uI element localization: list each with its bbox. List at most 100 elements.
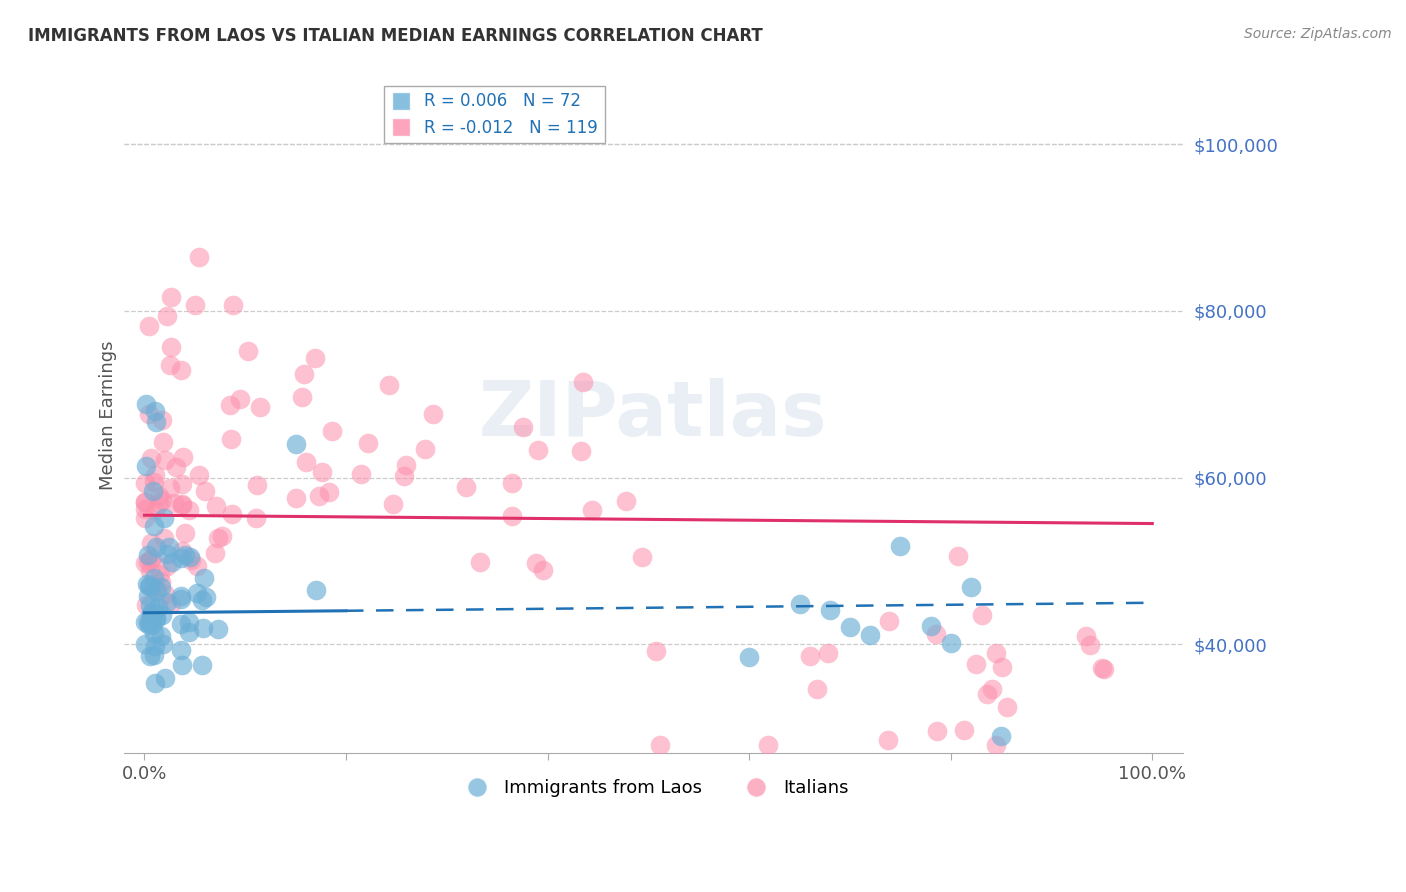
Italians — [318, 485, 340, 500]
Immigrants from Laos — [738, 650, 761, 665]
Italians — [156, 559, 179, 574]
Italians — [153, 531, 176, 545]
Immigrants from Laos — [135, 396, 157, 410]
Italians — [984, 738, 1007, 752]
Italians — [159, 290, 181, 304]
Italians — [531, 563, 554, 577]
Italians — [221, 507, 243, 521]
Italians — [156, 309, 179, 323]
Italians — [245, 510, 267, 524]
Immigrants from Laos — [157, 541, 180, 555]
Italians — [134, 511, 156, 525]
Immigrants from Laos — [818, 603, 841, 617]
Immigrants from Laos — [990, 729, 1012, 743]
Italians — [569, 444, 592, 458]
Italians — [925, 627, 948, 641]
Italians — [143, 503, 166, 517]
Italians — [150, 413, 173, 427]
Italians — [806, 682, 828, 697]
Italians — [246, 478, 269, 492]
Italians — [184, 298, 207, 312]
Italians — [1074, 629, 1097, 643]
Immigrants from Laos — [138, 618, 160, 632]
Immigrants from Laos — [146, 583, 169, 598]
Immigrants from Laos — [920, 619, 942, 633]
Italians — [976, 687, 998, 701]
Immigrants from Laos — [194, 590, 217, 604]
Immigrants from Laos — [789, 597, 811, 611]
Immigrants from Laos — [141, 611, 163, 625]
Italians — [249, 400, 271, 414]
Italians — [422, 408, 444, 422]
Immigrants from Laos — [191, 592, 214, 607]
Italians — [134, 476, 156, 491]
Italians — [413, 442, 436, 456]
Italians — [163, 496, 186, 510]
Italians — [501, 509, 523, 524]
Immigrants from Laos — [145, 416, 167, 430]
Italians — [136, 555, 159, 569]
Italians — [207, 531, 229, 545]
Immigrants from Laos — [939, 636, 962, 650]
Immigrants from Laos — [143, 404, 166, 418]
Italians — [148, 497, 170, 511]
Italians — [134, 502, 156, 516]
Italians — [222, 297, 245, 311]
Immigrants from Laos — [135, 576, 157, 591]
Italians — [382, 497, 405, 511]
Immigrants from Laos — [145, 540, 167, 554]
Immigrants from Laos — [142, 519, 165, 533]
Immigrants from Laos — [143, 639, 166, 653]
Immigrants from Laos — [960, 580, 983, 594]
Y-axis label: Median Earnings: Median Earnings — [100, 341, 117, 490]
Text: ZIPatlas: ZIPatlas — [479, 378, 828, 452]
Italians — [980, 681, 1002, 696]
Italians — [524, 556, 547, 570]
Italians — [204, 546, 226, 560]
Italians — [995, 700, 1018, 714]
Immigrants from Laos — [142, 484, 165, 499]
Italians — [172, 450, 194, 464]
Immigrants from Laos — [170, 658, 193, 673]
Italians — [180, 553, 202, 567]
Italians — [645, 644, 668, 658]
Italians — [134, 495, 156, 509]
Legend: Immigrants from Laos, Italians: Immigrants from Laos, Italians — [451, 772, 856, 805]
Immigrants from Laos — [155, 671, 177, 685]
Italians — [294, 455, 316, 469]
Immigrants from Laos — [153, 511, 176, 525]
Immigrants from Laos — [143, 675, 166, 690]
Italians — [321, 424, 343, 438]
Italians — [174, 526, 197, 541]
Italians — [172, 497, 194, 511]
Italians — [194, 484, 217, 499]
Italians — [155, 587, 177, 601]
Italians — [304, 351, 326, 365]
Italians — [170, 498, 193, 512]
Italians — [377, 378, 399, 392]
Immigrants from Laos — [152, 636, 174, 650]
Immigrants from Laos — [149, 629, 172, 643]
Immigrants from Laos — [160, 556, 183, 570]
Italians — [1091, 660, 1114, 674]
Italians — [311, 465, 333, 479]
Italians — [965, 657, 987, 671]
Immigrants from Laos — [141, 615, 163, 630]
Italians — [512, 419, 534, 434]
Italians — [143, 468, 166, 483]
Immigrants from Laos — [134, 615, 156, 629]
Italians — [927, 724, 949, 739]
Italians — [179, 503, 201, 517]
Immigrants from Laos — [207, 622, 229, 636]
Text: IMMIGRANTS FROM LAOS VS ITALIAN MEDIAN EARNINGS CORRELATION CHART: IMMIGRANTS FROM LAOS VS ITALIAN MEDIAN E… — [28, 27, 763, 45]
Italians — [188, 468, 211, 483]
Italians — [165, 460, 187, 475]
Italians — [155, 453, 177, 467]
Italians — [160, 340, 183, 354]
Italians — [395, 458, 418, 472]
Immigrants from Laos — [186, 586, 208, 600]
Immigrants from Laos — [141, 618, 163, 632]
Immigrants from Laos — [142, 648, 165, 663]
Italians — [141, 550, 163, 565]
Italians — [1078, 638, 1101, 652]
